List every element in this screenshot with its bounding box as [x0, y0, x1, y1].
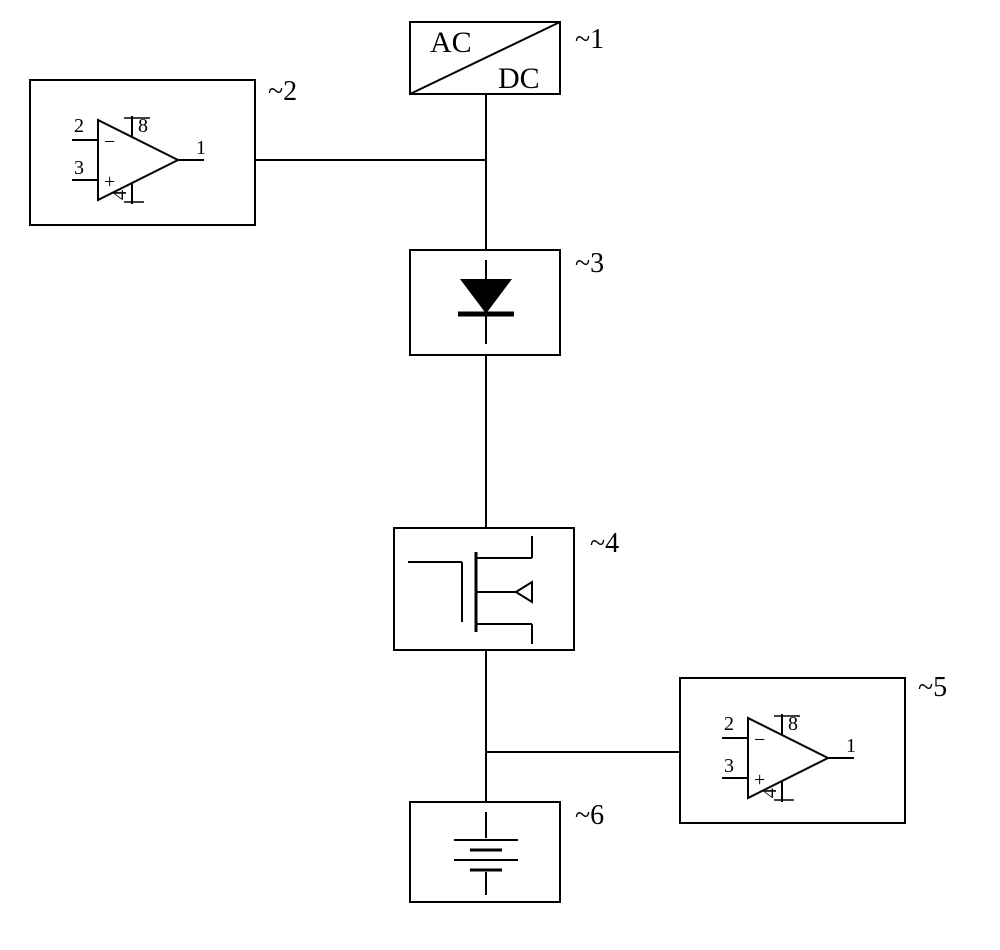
- svg-text:−: −: [104, 131, 115, 153]
- svg-text:4: 4: [759, 788, 781, 798]
- svg-text:−: −: [754, 729, 765, 751]
- svg-text:2: 2: [724, 713, 734, 735]
- svg-text:~5: ~5: [918, 672, 947, 703]
- label-1: ~1: [575, 24, 604, 55]
- diode-block: [410, 250, 560, 355]
- opamp-right-block: 2−3+184: [680, 678, 905, 823]
- label-6: ~6: [575, 800, 604, 831]
- svg-text:2: 2: [74, 115, 84, 137]
- svg-text:+: +: [104, 171, 115, 193]
- svg-text:3: 3: [74, 157, 84, 179]
- opamp-left-block: 2−3+184: [30, 80, 255, 225]
- circuit-diagram: ACDC~12−3+184~22−3+184~5~3~4~6: [0, 0, 1000, 950]
- svg-text:4: 4: [109, 190, 131, 200]
- svg-text:1: 1: [196, 137, 206, 159]
- battery-block: [410, 802, 560, 902]
- svg-text:3: 3: [724, 755, 734, 777]
- acdc-dc-text: DC: [498, 62, 540, 95]
- svg-text:~2: ~2: [268, 76, 297, 107]
- label-4: ~4: [590, 528, 619, 559]
- label-3: ~3: [575, 248, 604, 279]
- svg-text:+: +: [754, 769, 765, 791]
- svg-text:1: 1: [846, 735, 856, 757]
- acdc-block: AC DC: [410, 22, 560, 95]
- mosfet-block: [394, 528, 574, 650]
- acdc-ac-text: AC: [430, 26, 472, 59]
